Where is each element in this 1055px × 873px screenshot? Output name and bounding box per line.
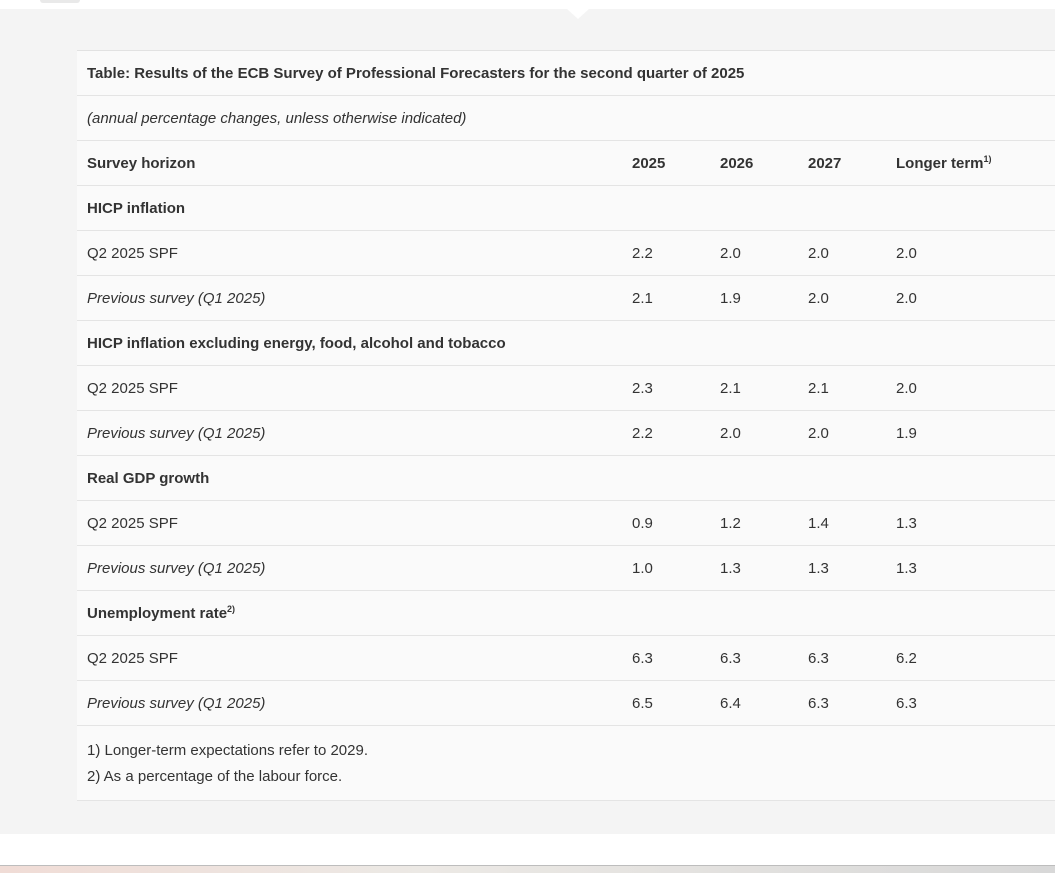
- value-cell: 6.3: [798, 635, 886, 681]
- value-cell: 1.3: [710, 545, 798, 591]
- row-label: Previous survey (Q1 2025): [77, 410, 622, 456]
- row-label: Previous survey (Q1 2025): [77, 275, 622, 321]
- table-title: Table: Results of the ECB Survey of Prof…: [77, 51, 1055, 96]
- header-year: 2025: [622, 140, 710, 186]
- table-row: Previous survey (Q1 2025) 2.1 1.9 2.0 2.0: [77, 275, 1055, 321]
- header-longer-term: Longer term1): [886, 140, 1055, 186]
- table-row: Previous survey (Q1 2025) 1.0 1.3 1.3 1.3: [77, 545, 1055, 591]
- value-cell: 1.9: [886, 410, 1055, 456]
- value-cell: 1.3: [886, 500, 1055, 546]
- value-cell: 2.0: [886, 275, 1055, 321]
- value-cell: 1.9: [710, 275, 798, 321]
- value-cell: 6.3: [886, 680, 1055, 726]
- section-title: Real GDP growth: [77, 455, 1055, 501]
- header-year: 2026: [710, 140, 798, 186]
- header-survey-horizon: Survey horizon: [77, 140, 622, 186]
- header-longer-term-label: Longer term: [896, 154, 984, 172]
- row-label: Q2 2025 SPF: [77, 635, 622, 681]
- section-row: HICP inflation: [77, 185, 1055, 231]
- section-title-text: Unemployment rate: [87, 604, 228, 622]
- top-strip: [0, 0, 1055, 9]
- row-label: Previous survey (Q1 2025): [77, 680, 622, 726]
- value-cell: 2.0: [886, 365, 1055, 411]
- value-cell: 1.2: [710, 500, 798, 546]
- bottom-divider: [0, 865, 1055, 866]
- table-row: Q2 2025 SPF 2.3 2.1 2.1 2.0: [77, 365, 1055, 411]
- section-row: Unemployment rate2): [77, 590, 1055, 636]
- table-subtitle-row: (annual percentage changes, unless other…: [77, 95, 1055, 141]
- section-title-text: HICP inflation: [87, 199, 186, 217]
- row-label: Q2 2025 SPF: [77, 230, 622, 276]
- section-row: Real GDP growth: [77, 455, 1055, 501]
- table-title-row: Table: Results of the ECB Survey of Prof…: [77, 51, 1055, 96]
- value-cell: 2.0: [710, 230, 798, 276]
- row-label: Q2 2025 SPF: [77, 365, 622, 411]
- value-cell: 2.2: [622, 410, 710, 456]
- value-cell: 0.9: [622, 500, 710, 546]
- results-table: Table: Results of the ECB Survey of Prof…: [77, 51, 1055, 801]
- section-title: Unemployment rate2): [77, 590, 1055, 636]
- value-cell: 2.0: [798, 275, 886, 321]
- value-cell: 2.1: [798, 365, 886, 411]
- spf-results-table: Table: Results of the ECB Survey of Prof…: [77, 50, 1055, 801]
- footnote: 2) As a percentage of the labour force.: [87, 768, 343, 785]
- footnote-ref[interactable]: 1): [983, 153, 992, 164]
- row-label: Q2 2025 SPF: [77, 500, 622, 546]
- top-decoration: [40, 0, 80, 3]
- header-year: 2027: [798, 140, 886, 186]
- footnote-ref[interactable]: 2): [227, 603, 236, 614]
- table-row: Q2 2025 SPF 0.9 1.2 1.4 1.3: [77, 500, 1055, 546]
- header-row: Survey horizon 2025 2026 2027 Longer ter…: [77, 140, 1055, 186]
- section-title-text: Real GDP growth: [87, 469, 210, 487]
- value-cell: 6.5: [622, 680, 710, 726]
- value-cell: 2.0: [798, 410, 886, 456]
- section-title: HICP inflation excluding energy, food, a…: [77, 320, 1055, 366]
- value-cell: 6.3: [798, 680, 886, 726]
- value-cell: 6.3: [622, 635, 710, 681]
- section-title: HICP inflation: [77, 185, 1055, 231]
- footnote: 1) Longer-term expectations refer to 202…: [87, 742, 368, 759]
- section-row: HICP inflation excluding energy, food, a…: [77, 320, 1055, 366]
- value-cell: 6.2: [886, 635, 1055, 681]
- value-cell: 2.0: [710, 410, 798, 456]
- table-subtitle: (annual percentage changes, unless other…: [77, 95, 1055, 141]
- value-cell: 1.0: [622, 545, 710, 591]
- table-row: Q2 2025 SPF 6.3 6.3 6.3 6.2: [77, 635, 1055, 681]
- value-cell: 2.1: [622, 275, 710, 321]
- footnotes-row: 1) Longer-term expectations refer to 202…: [77, 725, 1055, 801]
- table-row: Previous survey (Q1 2025) 2.2 2.0 2.0 1.9: [77, 410, 1055, 456]
- value-cell: 2.3: [622, 365, 710, 411]
- panel-notch: [567, 9, 589, 19]
- footnotes: 1) Longer-term expectations refer to 202…: [77, 725, 1055, 801]
- value-cell: 1.4: [798, 500, 886, 546]
- value-cell: 2.2: [622, 230, 710, 276]
- section-title-text: HICP inflation excluding energy, food, a…: [87, 334, 506, 352]
- table-row: Previous survey (Q1 2025) 6.5 6.4 6.3 6.3: [77, 680, 1055, 726]
- value-cell: 1.3: [886, 545, 1055, 591]
- row-label: Previous survey (Q1 2025): [77, 545, 622, 591]
- value-cell: 1.3: [798, 545, 886, 591]
- table-row: Q2 2025 SPF 2.2 2.0 2.0 2.0: [77, 230, 1055, 276]
- value-cell: 2.1: [710, 365, 798, 411]
- value-cell: 2.0: [886, 230, 1055, 276]
- bottom-bar: [0, 866, 1055, 873]
- value-cell: 6.3: [710, 635, 798, 681]
- value-cell: 6.4: [710, 680, 798, 726]
- value-cell: 2.0: [798, 230, 886, 276]
